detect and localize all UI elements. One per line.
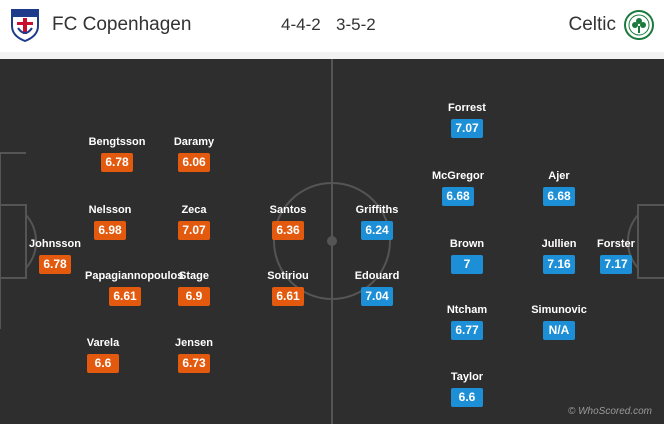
away-player[interactable]: Edouard 7.04 [337,269,417,306]
away-formation: 3-5-2 [336,15,376,34]
player-name: Stage [179,270,209,282]
away-player[interactable]: McGregor 6.68 [418,169,498,206]
player-rating: 6.6 [451,388,483,407]
header-divider [0,52,664,59]
away-player[interactable]: Jullien 7.16 [519,237,599,274]
player-rating: 6.78 [39,255,71,274]
player-rating: 6.61 [272,287,304,306]
player-name: Forster [597,238,635,250]
player-name: Santos [269,204,307,216]
player-rating: 7 [451,255,483,274]
player-rating: 6.61 [109,287,141,306]
away-player[interactable]: Forrest 7.07 [427,101,507,138]
player-rating: 6.24 [361,221,393,240]
player-rating: 7.04 [361,287,393,306]
player-rating: 6.36 [272,221,304,240]
player-name: Jensen [175,337,213,349]
player-rating: 7.07 [178,221,210,240]
away-team-name: Celtic [568,14,616,35]
player-name: Papagiannopoulos [85,270,184,282]
away-player[interactable]: Taylor 6.6 [427,370,507,407]
celtic-crest-icon [624,10,654,40]
player-rating: 6.68 [543,187,575,206]
away-player[interactable]: Simunovic N/A [519,303,599,340]
player-rating: 6.77 [451,321,483,340]
home-player[interactable]: Sotiriou 6.61 [248,269,328,306]
home-formation: 4-4-2 [281,15,321,34]
player-rating: 6.6 [87,354,119,373]
home-player[interactable]: Papagiannopoulos 6.61 [85,269,184,306]
away-player[interactable]: Griffiths 6.24 [337,203,417,240]
player-name: Brown [449,238,485,250]
player-name: Nelsson [88,204,132,216]
home-player[interactable]: Bengtsson 6.78 [77,135,157,172]
player-name: Daramy [173,136,215,148]
fc-copenhagen-crest-icon [11,9,39,42]
away-player[interactable]: Ajer 6.68 [519,169,599,206]
home-player[interactable]: Stage 6.9 [154,269,234,306]
player-name: Varela [86,337,120,349]
player-rating: 6.98 [94,221,126,240]
player-rating: 6.78 [101,153,133,172]
player-rating: 7.07 [451,119,483,138]
player-rating: 6.68 [442,187,474,206]
player-name: Sotiriou [267,270,309,282]
player-name: Forrest [448,102,486,114]
player-rating: 6.06 [178,153,210,172]
player-name: McGregor [432,170,484,182]
player-rating: 7.16 [543,255,575,274]
player-rating: N/A [543,321,575,340]
player-rating: 6.9 [178,287,210,306]
away-player[interactable]: Ntcham 6.77 [427,303,507,340]
match-header: FC Copenhagen 4-4-2 3-5-2 Celtic [0,0,664,52]
player-rating: 7.17 [600,255,632,274]
player-rating: 6.73 [178,354,210,373]
player-name: Bengtsson [88,136,146,148]
player-name: Taylor [450,371,484,383]
pitch: Johnsson 6.78 Bengtsson 6.78 Nelsson 6.9… [0,59,664,424]
home-player[interactable]: Zeca 7.07 [154,203,234,240]
player-name: Johnsson [29,238,81,250]
away-player[interactable]: Forster 7.17 [576,237,656,274]
player-name: Griffiths [355,204,399,216]
whoscored-watermark: © WhoScored.com [567,406,652,417]
home-player[interactable]: Jensen 6.73 [154,336,234,373]
player-name: Simunovic [531,304,587,316]
pitch-lines [0,59,664,424]
away-player[interactable]: Brown 7 [427,237,507,274]
home-player[interactable]: Johnsson 6.78 [15,237,95,274]
player-name: Edouard [354,270,400,282]
home-player[interactable]: Varela 6.6 [63,336,143,373]
player-name: Ntcham [446,304,488,316]
player-name: Jullien [541,238,577,250]
home-player[interactable]: Santos 6.36 [248,203,328,240]
home-team-name: FC Copenhagen [52,14,192,35]
player-name: Zeca [181,204,207,216]
player-name: Ajer [548,170,570,182]
home-player[interactable]: Daramy 6.06 [154,135,234,172]
home-player[interactable]: Nelsson 6.98 [70,203,150,240]
